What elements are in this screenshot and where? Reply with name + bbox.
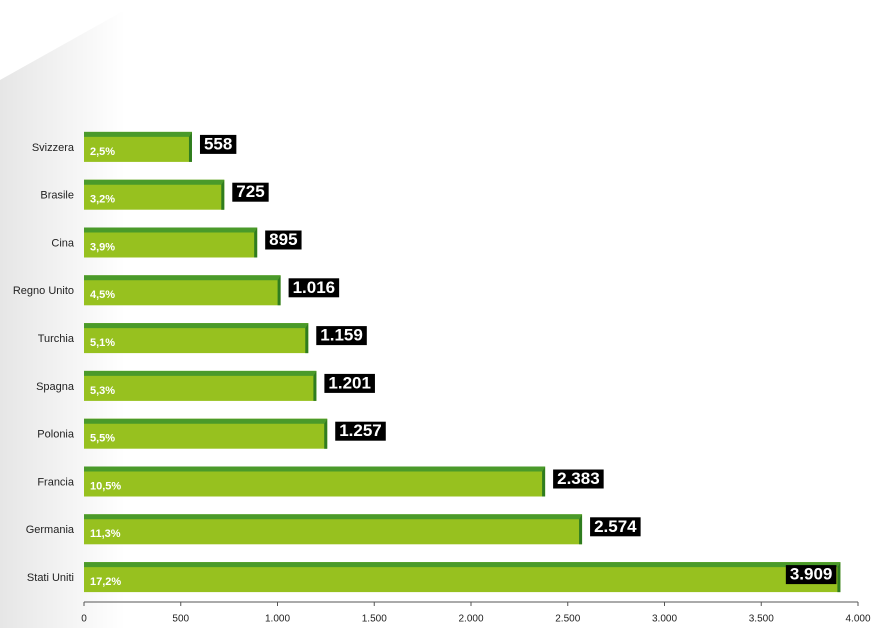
category-label: Germania (26, 524, 75, 536)
value-label-box (316, 326, 367, 346)
bar-top (84, 562, 841, 568)
bar-top (84, 466, 546, 472)
value-label: 3.909 (790, 565, 833, 584)
x-tick-label: 500 (172, 614, 189, 625)
category-label: Francia (37, 476, 75, 488)
share-label: 4,5% (90, 289, 115, 301)
category-label: Svizzera (32, 142, 75, 154)
value-label-box (288, 278, 340, 298)
value-label: 725 (236, 182, 264, 201)
value-label: 2.383 (557, 469, 600, 488)
share-label: 5,5% (90, 433, 115, 445)
bar-end (837, 562, 841, 593)
bar-end (313, 370, 317, 401)
bar-top (84, 131, 192, 137)
x-tick-label: 3.500 (749, 614, 774, 625)
share-label: 3,2% (90, 194, 115, 206)
value-label: 1.201 (328, 373, 371, 392)
x-tick-label: 1.500 (362, 614, 387, 625)
category-label: Polonia (37, 429, 75, 441)
value-label: 895 (269, 230, 297, 249)
bar-end (305, 323, 309, 354)
bar-end (579, 514, 583, 545)
share-label: 3,9% (90, 241, 115, 253)
bar-top (84, 370, 317, 376)
value-label: 1.257 (339, 421, 382, 440)
bar-end (188, 131, 192, 162)
value-label-box (335, 421, 386, 441)
value-label: 2.574 (594, 517, 637, 536)
x-tick-label: 3.000 (652, 614, 677, 625)
bar-end (277, 275, 281, 306)
category-label: Spagna (36, 381, 75, 393)
category-label: Brasile (40, 190, 74, 202)
share-label: 10,5% (90, 480, 121, 492)
category-label: Turchia (38, 333, 75, 345)
category-label: Stati Uniti (27, 572, 74, 584)
x-tick-label: 4.000 (845, 614, 870, 625)
bar-end (542, 466, 546, 497)
bar-top (84, 323, 309, 329)
x-tick-label: 0 (81, 614, 87, 625)
bar-end (221, 179, 225, 210)
value-label: 1.159 (320, 326, 363, 345)
share-label: 17,2% (90, 576, 121, 588)
bar-end (254, 227, 258, 258)
bar-top (84, 179, 225, 185)
value-label-box (324, 373, 375, 393)
category-label: Cina (51, 237, 75, 249)
value-label: 558 (204, 134, 232, 153)
category-label: Regno Unito (13, 285, 74, 297)
share-label: 2,5% (90, 146, 115, 158)
share-label: 5,1% (90, 337, 115, 349)
bar-top (84, 418, 328, 424)
value-label-box (785, 565, 837, 585)
x-tick-label: 1.000 (265, 614, 290, 625)
bar-end (324, 418, 328, 449)
share-label: 5,3% (90, 385, 115, 397)
value-label-box (265, 230, 302, 250)
value-label: 1.016 (293, 278, 336, 297)
value-label-box (553, 469, 604, 489)
x-tick-label: 2.500 (555, 614, 580, 625)
bar-top (84, 514, 583, 520)
value-label-box (199, 134, 237, 154)
share-label: 11,3% (90, 528, 121, 540)
bar-top (84, 227, 258, 233)
value-label-box (590, 517, 641, 537)
bar-top (84, 275, 281, 281)
x-tick-label: 2.000 (458, 614, 483, 625)
value-label-box (232, 182, 269, 202)
